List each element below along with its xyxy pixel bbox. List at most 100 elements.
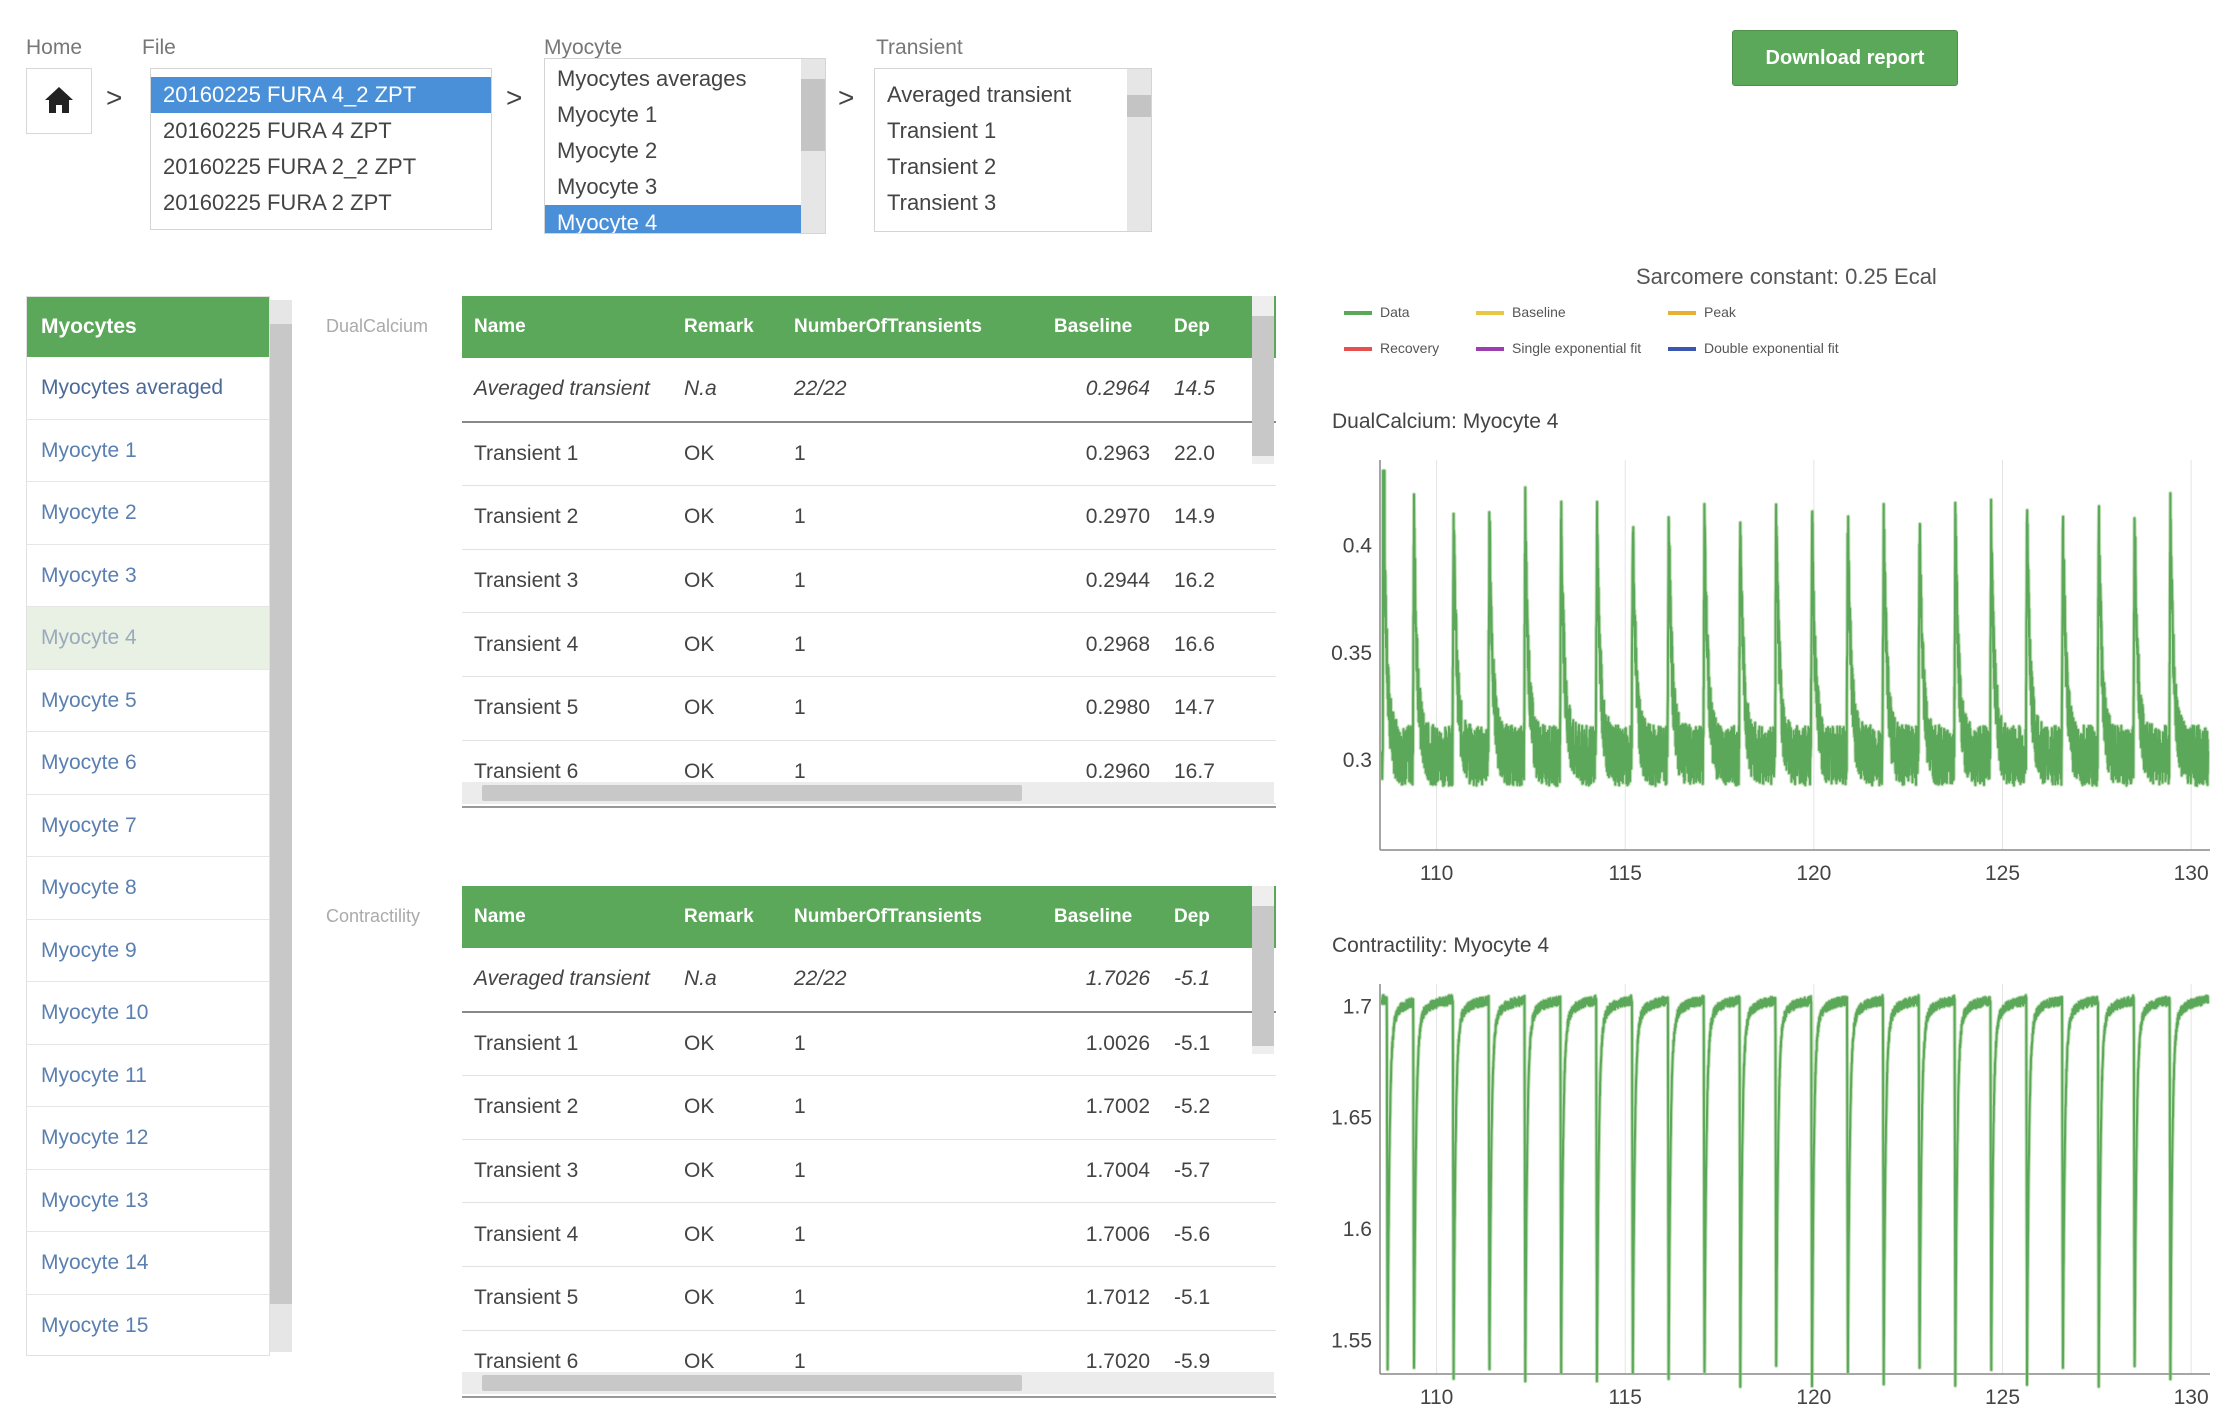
table-cell: 0.2968 — [1042, 612, 1162, 677]
table-row[interactable]: Averaged transient N.a 22/22 1.7026 -5.1 — [462, 948, 1276, 1013]
table-cell: Transient 5 — [462, 676, 672, 741]
data-series-shadow — [1379, 993, 2210, 1389]
sidebar-item[interactable]: Myocyte 5 — [27, 670, 269, 732]
myocyte-list-scrollbar[interactable] — [801, 59, 825, 233]
table-cell: 1 — [782, 421, 1042, 487]
list-option[interactable]: Myocyte 4 — [545, 205, 801, 233]
list-option[interactable]: Transient 3 — [887, 190, 997, 215]
calcium-table-vscroll[interactable] — [1252, 296, 1274, 464]
transient-listbox[interactable]: Averaged transient Transient 1 Transient 2… — [874, 68, 1152, 232]
sidebar-item[interactable]: Myocyte 10 — [27, 982, 269, 1045]
contractility-chart-title: Contractility: Myocyte 4 — [1332, 934, 1550, 957]
file-listbox[interactable]: 20160225 FURA 4_2 ZPT 20160225 FURA 4 ZPT… — [150, 68, 492, 230]
y-tick-label: 1.6 — [1343, 1218, 1372, 1241]
table-row[interactable]: Transient 2 OK 1 1.7002 -5.2 — [462, 1075, 1276, 1140]
x-tick-label: 115 — [1608, 1386, 1641, 1409]
table-cell: -5.6 — [1162, 1202, 1276, 1267]
legend-swatch — [1668, 347, 1696, 352]
column-header[interactable]: Baseline — [1042, 886, 1162, 948]
table-row[interactable]: Transient 4 OK 1 1.7006 -5.6 — [462, 1202, 1276, 1267]
download-report-button[interactable]: Download report — [1732, 30, 1958, 86]
list-option[interactable]: Averaged transient — [887, 82, 1072, 107]
x-tick-label: 120 — [1796, 862, 1831, 885]
list-option[interactable]: Myocyte 1 — [557, 102, 658, 127]
table-cell: -5.2 — [1162, 1075, 1276, 1140]
legend-item: Recovery — [1344, 340, 1439, 356]
contractility-table-vscroll[interactable] — [1252, 886, 1274, 1054]
table-cell: -5.7 — [1162, 1139, 1276, 1204]
calcium-table-hscroll[interactable] — [462, 782, 1274, 804]
list-option[interactable]: Myocyte 3 — [557, 174, 658, 199]
contractility-table-label: Contractility — [326, 906, 421, 926]
sidebar-item[interactable]: Myocyte 12 — [27, 1107, 269, 1170]
table-cell: N.a — [672, 948, 782, 1013]
sidebar-item[interactable]: Myocyte 8 — [27, 857, 269, 920]
table-row[interactable]: Averaged transient N.a 22/22 0.2964 14.5 — [462, 358, 1276, 423]
legend-item: Double exponential fit — [1668, 340, 1839, 356]
transient-list-scrollbar[interactable] — [1127, 69, 1151, 231]
table-cell: OK — [672, 612, 782, 677]
table-row[interactable]: Transient 5 OK 1 1.7012 -5.1 — [462, 1266, 1276, 1331]
sidebar-item[interactable]: Myocyte 14 — [27, 1232, 269, 1295]
table-cell: 14.7 — [1162, 676, 1276, 741]
sidebar-item[interactable]: Myocyte 15 — [27, 1295, 269, 1356]
table-cell: 1.7026 — [1042, 948, 1162, 1013]
breadcrumb-separator: > — [838, 82, 855, 113]
legend-title: Sarcomere constant: 0.25 Ecal — [1636, 264, 1937, 289]
data-series-line — [1380, 469, 2209, 787]
column-header[interactable]: NumberOfTransients — [782, 296, 1042, 358]
table-row[interactable]: Transient 1 OK 1 0.2963 22.0 — [462, 421, 1276, 487]
column-header[interactable]: NumberOfTransients — [782, 886, 1042, 948]
list-option[interactable]: Transient 2 — [887, 154, 997, 179]
sidebar-item[interactable]: Myocyte 2 — [27, 482, 269, 545]
table-row[interactable]: Transient 3 OK 1 0.2944 16.2 — [462, 549, 1276, 614]
column-header[interactable]: Remark — [672, 296, 782, 358]
y-tick-label: 1.55 — [1331, 1330, 1372, 1353]
list-option[interactable]: Myocyte 2 — [557, 138, 658, 163]
list-option[interactable]: 20160225 FURA 2_2 ZPT — [163, 154, 417, 179]
list-option[interactable]: 20160225 FURA 4_2 ZPT — [151, 77, 491, 113]
home-button[interactable] — [26, 68, 92, 134]
sidebar-item[interactable]: Myocyte 4 — [27, 607, 269, 670]
table-row[interactable]: Transient 5 OK 1 0.2980 14.7 — [462, 676, 1276, 741]
table-cell: 1 — [782, 1075, 1042, 1140]
table-row[interactable]: Transient 4 OK 1 0.2968 16.6 — [462, 612, 1276, 677]
table-row[interactable]: Transient 1 OK 1 1.0026 -5.1 — [462, 1011, 1276, 1077]
legend-item: Data — [1344, 304, 1410, 320]
calcium-chart-title: DualCalcium: Myocyte 4 — [1332, 410, 1559, 433]
legend-label: Data — [1380, 304, 1410, 320]
table-row[interactable]: Transient 2 OK 1 0.2970 14.9 — [462, 485, 1276, 550]
table-cell: Transient 2 — [462, 1075, 672, 1140]
table-cell: OK — [672, 1139, 782, 1204]
sidebar-item[interactable]: Myocyte 6 — [27, 732, 269, 795]
legend-label: Recovery — [1380, 340, 1440, 356]
contractility-table-hscroll[interactable] — [462, 1372, 1274, 1394]
table-cell: 16.6 — [1162, 612, 1276, 677]
sidebar-item[interactable]: Myocyte 11 — [27, 1045, 269, 1107]
table-cell: 1 — [782, 549, 1042, 614]
sidebar-item[interactable]: Myocytes averaged — [27, 357, 269, 420]
myocyte-listbox[interactable]: Myocytes averages Myocyte 1 Myocyte 2 Myocy… — [544, 58, 826, 234]
list-option[interactable]: Transient 1 — [887, 118, 997, 143]
table-cell: 0.2944 — [1042, 549, 1162, 614]
breadcrumb-home-label: Home — [26, 36, 83, 59]
table-cell: 1 — [782, 1139, 1042, 1204]
sidebar-item[interactable]: Myocyte 9 — [27, 920, 269, 982]
table-row[interactable]: Transient 3 OK 1 1.7004 -5.7 — [462, 1139, 1276, 1204]
list-option[interactable]: 20160225 FURA 2 ZPT — [163, 190, 392, 215]
list-option[interactable]: Myocytes averages — [557, 66, 747, 91]
table-cell: Averaged transient — [462, 358, 672, 423]
column-header[interactable]: Baseline — [1042, 296, 1162, 358]
column-header[interactable]: Remark — [672, 886, 782, 948]
column-header[interactable]: Name — [462, 886, 672, 948]
table-cell: 1 — [782, 612, 1042, 677]
sidebar-item[interactable]: Myocyte 13 — [27, 1170, 269, 1232]
sidebar-scrollbar[interactable] — [270, 300, 292, 1352]
sidebar-item[interactable]: Myocyte 3 — [27, 545, 269, 607]
list-option[interactable]: 20160225 FURA 4 ZPT — [163, 118, 392, 143]
column-header[interactable]: Name — [462, 296, 672, 358]
legend-item: Peak — [1668, 304, 1736, 320]
sidebar-item[interactable]: Myocyte 1 — [27, 420, 269, 482]
sidebar-item[interactable]: Myocyte 7 — [27, 795, 269, 857]
legend-label: Peak — [1704, 304, 1736, 320]
